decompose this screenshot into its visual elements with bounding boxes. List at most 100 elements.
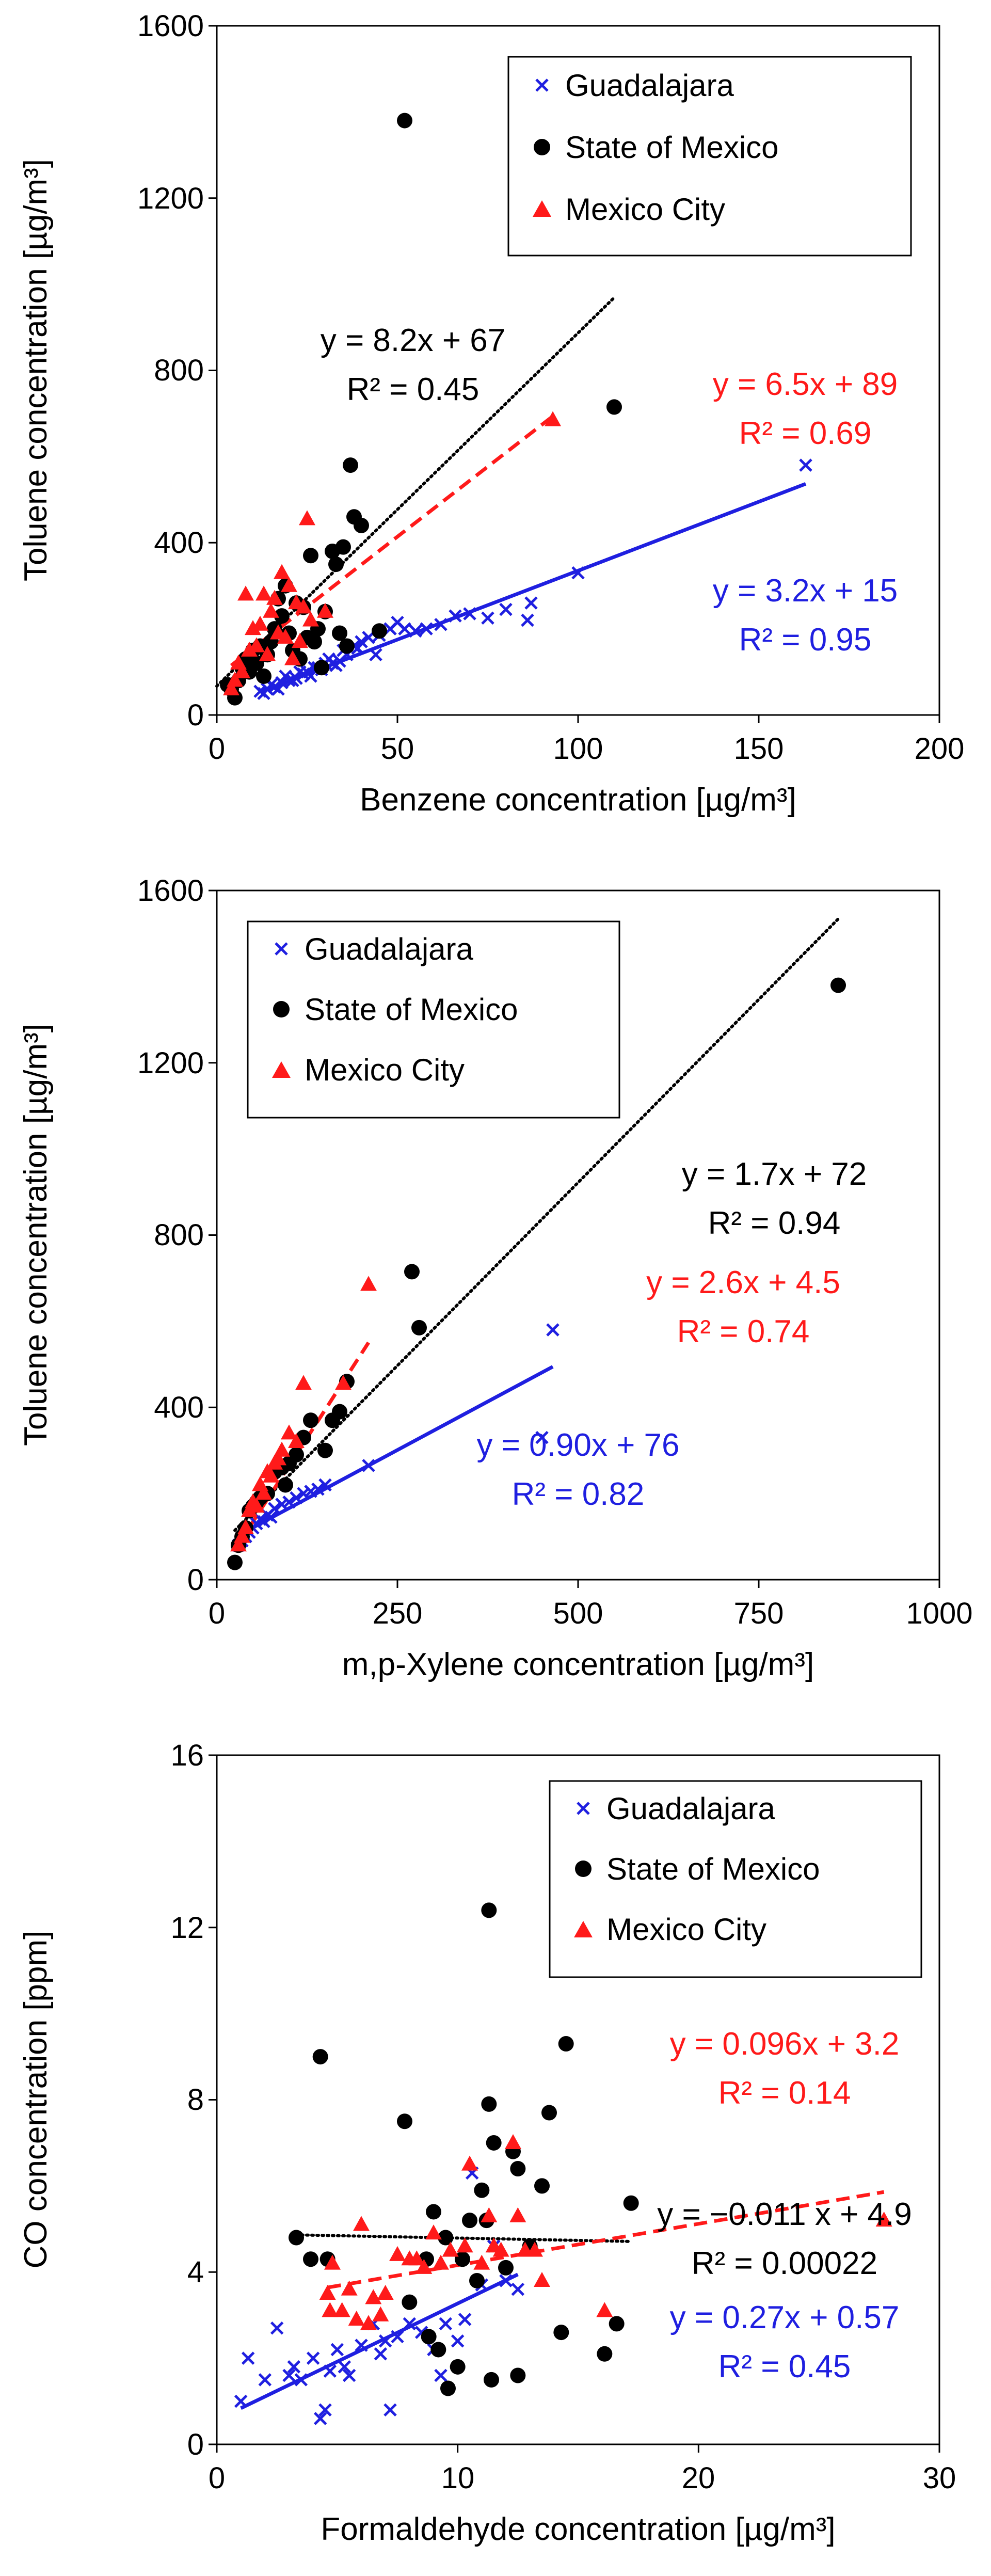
legend-box (507, 56, 912, 257)
data-point-mexico-city (248, 1498, 265, 1513)
data-point-guadalajara (511, 2282, 525, 2296)
data-point-mexico-city (245, 620, 261, 635)
fit-equation-guadalajara: y = 3.2x + 15 (713, 573, 898, 609)
fit-line-guadalajara (237, 1365, 554, 1537)
data-points (234, 1902, 892, 2425)
data-points (227, 977, 846, 1570)
data-point-mexico-city (281, 1424, 297, 1440)
data-point-guadalajara (338, 2360, 351, 2374)
legend-label: State of Mexico (305, 992, 518, 1027)
data-point-mexico-city (288, 1433, 305, 1448)
data-point-state-of-mexico (325, 543, 340, 559)
legend-label: Mexico City (606, 1912, 766, 1947)
legend-marker-mexico-city (533, 200, 551, 217)
fit-equation-state-of-mexico: y = 1.7x + 72 (682, 1156, 867, 1192)
data-point-state-of-mexico (397, 113, 412, 129)
legend-marker-mexico-city (272, 1061, 291, 1078)
data-point-state-of-mexico (498, 2260, 514, 2276)
data-point-state-of-mexico (534, 2178, 550, 2194)
data-point-mexico-city (492, 2241, 509, 2257)
data-point-state-of-mexico (541, 2105, 557, 2121)
data-point-mexico-city (456, 2237, 473, 2253)
data-point-state-of-mexico (510, 2161, 526, 2176)
data-point-guadalajara (458, 2313, 472, 2326)
data-point-mexico-city (263, 1467, 279, 1483)
ytick-label: 0 (187, 698, 204, 732)
fit-line-state-of-mexico (233, 917, 840, 1532)
data-point-state-of-mexico (332, 625, 347, 641)
data-point-mexico-city (596, 2302, 613, 2317)
data-point-mexico-city (473, 2254, 490, 2270)
fit-line-mexico-city (230, 415, 554, 667)
ytick-label: 800 (154, 1218, 204, 1252)
data-point-state-of-mexico (438, 2230, 454, 2246)
ytick-label: 1200 (137, 182, 204, 215)
legend-label: Mexico City (565, 192, 725, 227)
data-point-guadalajara (799, 458, 812, 472)
chart-formaldehyde-vs-co: CO concentration [ppm] Formaldehyde conc… (18, 1739, 956, 2547)
data-point-mexico-city (274, 564, 290, 579)
data-point-state-of-mexico (440, 2380, 456, 2396)
legend-label: Guadalajara (565, 68, 734, 103)
legend-label: State of Mexico (606, 1852, 820, 1886)
data-point-guadalajara (499, 2274, 513, 2287)
data-point-state-of-mexico (303, 548, 318, 564)
regression-lines (233, 917, 840, 1546)
ytick-label: 12 (170, 1911, 204, 1945)
data-point-guadalajara (439, 2317, 453, 2331)
data-point-mexico-city (360, 2315, 377, 2330)
fit-equation-mexico-city: y = 0.096x + 3.2 (670, 2026, 900, 2062)
chart-xylene-vs-toluene: Toluene concentration [µg/m³] m,p-Xylene… (18, 874, 973, 1682)
data-point-guadalajara (313, 2412, 327, 2425)
fit-r2-state-of-mexico: R² = 0.00022 (692, 2246, 877, 2281)
data-point-guadalajara (279, 670, 292, 683)
data-point-guadalajara (571, 566, 585, 580)
data-point-mexico-city (324, 2254, 341, 2270)
data-point-state-of-mexico (317, 1442, 333, 1458)
data-point-state-of-mexico (303, 2251, 318, 2267)
xtick-label: 150 (734, 732, 784, 766)
data-point-state-of-mexico (289, 2230, 304, 2246)
xtick-label: 200 (915, 732, 965, 766)
legend-marker-mexico-city (574, 1921, 593, 1937)
data-point-mexico-city (545, 411, 561, 426)
fit-equation-mexico-city: y = 6.5x + 89 (713, 367, 898, 402)
ytick-label: 16 (170, 1739, 204, 1772)
data-point-guadalajara (355, 2339, 368, 2352)
data-point-mexico-city (461, 2155, 478, 2171)
data-point-guadalajara (362, 1459, 375, 1472)
data-point-mexico-city (317, 602, 333, 618)
data-point-mexico-city (302, 611, 319, 627)
data-point-guadalajara (481, 611, 494, 625)
legend-marker-guadalajara (275, 942, 288, 956)
x-axis-label: m,p-Xylene concentration [µg/m³] (342, 1647, 814, 1682)
data-point-mexico-city (377, 2284, 394, 2300)
data-point-state-of-mexico (510, 2367, 526, 2383)
data-point-guadalajara (318, 2403, 332, 2417)
data-point-mexico-city (481, 2207, 498, 2222)
data-point-guadalajara (270, 2321, 284, 2335)
data-point-guadalajara (355, 635, 368, 648)
legend: Guadalajara State of Mexico Mexico City (549, 1780, 922, 1978)
data-point-guadalajara (398, 622, 411, 635)
data-point-state-of-mexico (430, 2342, 446, 2358)
ytick-label: 800 (154, 354, 204, 387)
fit-equation-state-of-mexico: y = −0.011 x + 4.9 (657, 2197, 912, 2232)
data-point-guadalajara (521, 613, 534, 627)
data-points (220, 113, 812, 706)
data-point-mexico-city (335, 1375, 351, 1390)
data-point-mexico-city (255, 585, 272, 601)
legend-marker-state-of-mexico (534, 139, 550, 155)
data-point-mexico-city (505, 2134, 521, 2149)
fit-r2-guadalajara: R² = 0.82 (512, 1476, 645, 1512)
data-point-state-of-mexico (481, 2096, 497, 2112)
data-point-state-of-mexico (278, 1477, 293, 1493)
data-point-guadalajara (258, 2373, 272, 2387)
axis-ticks (209, 1754, 940, 2453)
data-point-guadalajara (318, 1478, 332, 1492)
data-point-guadalajara (535, 1430, 549, 1444)
xtick-label: 250 (373, 1597, 423, 1630)
data-point-state-of-mexico (606, 399, 622, 415)
data-point-mexico-city (442, 2241, 459, 2257)
data-point-mexico-city (295, 598, 312, 614)
